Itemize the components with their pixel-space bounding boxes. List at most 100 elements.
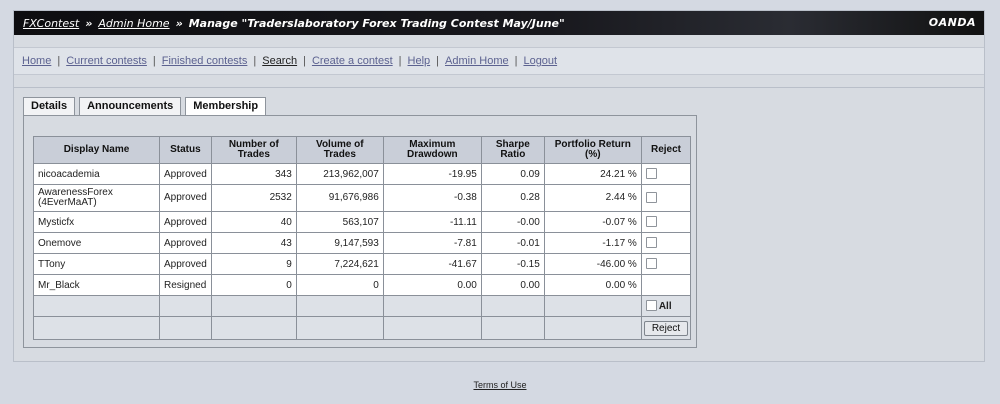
nav-current-contests[interactable]: Current contests	[66, 55, 147, 67]
col-reject: Reject	[640, 136, 692, 164]
tab-bar: Details Announcements Membership	[23, 97, 270, 116]
cell-trades: 43	[210, 232, 297, 254]
empty-cell	[382, 316, 482, 340]
nav-finished-contests[interactable]: Finished contests	[161, 55, 248, 67]
select-all-row: All	[33, 295, 692, 317]
select-all-checkbox[interactable]	[645, 300, 657, 312]
cell-return: -46.00 %	[543, 253, 642, 275]
content-area: Details Announcements Membership Display…	[14, 87, 984, 349]
cell-display-name: TTony	[33, 253, 160, 275]
empty-cell	[480, 295, 545, 317]
empty-cell	[210, 295, 297, 317]
cell-return: 2.44 %	[543, 184, 642, 212]
table-row: AwarenessForex (4EverMaAT) Approved 2532…	[33, 184, 692, 212]
breadcrumb-separator: »	[175, 16, 183, 30]
cell-sharpe: 0.28	[480, 184, 545, 212]
cell-volume: 9,147,593	[295, 232, 384, 254]
membership-panel: Display Name Status Number of Trades Vol…	[23, 115, 697, 348]
nav-help[interactable]: Help	[407, 55, 431, 67]
cell-volume: 91,676,986	[295, 184, 384, 212]
empty-cell	[543, 295, 642, 317]
cell-trades: 343	[210, 163, 297, 185]
reject-checkbox[interactable]	[645, 237, 657, 249]
action-row: Reject	[33, 316, 692, 340]
select-all-label: All	[658, 300, 672, 312]
nav-admin-home[interactable]: Admin Home	[445, 55, 509, 67]
breadcrumb-fxcontest[interactable]: FXContest	[23, 16, 80, 30]
empty-cell	[295, 295, 384, 317]
cell-drawdown: -0.38	[382, 184, 482, 212]
footer: Terms of Use	[0, 380, 1000, 390]
table-header-row: Display Name Status Number of Trades Vol…	[33, 136, 692, 164]
col-sharpe-ratio: Sharpe Ratio	[480, 136, 545, 164]
col-number-of-trades: Number of Trades	[210, 136, 297, 164]
reject-checkbox[interactable]	[645, 216, 657, 228]
cell-sharpe: 0.09	[480, 163, 545, 185]
cell-drawdown: 0.00	[382, 274, 482, 296]
cell-status: Resigned	[159, 274, 212, 296]
cell-reject	[640, 163, 692, 185]
nav-logout[interactable]: Logout	[523, 55, 558, 67]
tab-membership[interactable]: Membership	[185, 97, 267, 116]
col-maximum-drawdown: Maximum Drawdown	[382, 136, 482, 164]
nav-divider: |	[303, 55, 306, 67]
table-row: TTony Approved 9 7,224,621 -41.67 -0.15 …	[33, 253, 692, 275]
cell-volume: 563,107	[295, 211, 384, 233]
cell-reject	[640, 184, 692, 212]
cell-display-name: AwarenessForex (4EverMaAT)	[33, 184, 160, 212]
cell-display-name: Mr_Black	[33, 274, 160, 296]
tab-details[interactable]: Details	[23, 97, 76, 115]
cell-trades: 0	[210, 274, 297, 296]
nav-home[interactable]: Home	[22, 55, 52, 67]
brand-logo: OANDA	[928, 16, 976, 29]
cell-drawdown: -7.81	[382, 232, 482, 254]
empty-cell	[159, 316, 212, 340]
col-display-name: Display Name	[33, 136, 160, 164]
cell-trades: 40	[210, 211, 297, 233]
reject-checkbox[interactable]	[645, 192, 657, 204]
nav-search[interactable]: Search	[262, 55, 298, 67]
nav-create-contest[interactable]: Create a contest	[311, 55, 393, 67]
empty-cell	[33, 316, 160, 340]
reject-checkbox[interactable]	[645, 168, 657, 180]
nav-bar: Home | Current contests | Finished conte…	[14, 47, 984, 75]
nav-divider: |	[152, 55, 156, 67]
cell-reject	[640, 253, 692, 275]
terms-of-use-link[interactable]: Terms of Use	[473, 380, 527, 390]
cell-return: -1.17 %	[543, 232, 642, 254]
cell-volume: 0	[295, 274, 384, 296]
empty-cell	[210, 316, 297, 340]
empty-cell	[480, 316, 545, 340]
empty-cell	[382, 295, 482, 317]
empty-cell	[543, 316, 642, 340]
cell-status: Approved	[159, 253, 212, 275]
cell-status: Approved	[159, 211, 212, 233]
cell-status: Approved	[159, 163, 212, 185]
cell-return: 0.00 %	[543, 274, 642, 296]
select-all-cell: All	[640, 295, 692, 317]
empty-cell	[33, 295, 160, 317]
empty-cell	[295, 316, 384, 340]
nav-divider: |	[514, 55, 518, 67]
cell-status: Approved	[159, 232, 212, 254]
page-frame: FXContest » Admin Home » Manage "Traders…	[13, 10, 985, 362]
cell-drawdown: -11.11	[382, 211, 482, 233]
breadcrumb-admin-home[interactable]: Admin Home	[98, 16, 170, 30]
cell-trades: 2532	[210, 184, 297, 212]
tab-announcements[interactable]: Announcements	[79, 97, 182, 115]
table-row: Onemove Approved 43 9,147,593 -7.81 -0.0…	[33, 232, 692, 254]
cell-drawdown: -19.95	[382, 163, 482, 185]
membership-table: Display Name Status Number of Trades Vol…	[33, 136, 692, 340]
reject-checkbox[interactable]	[645, 258, 657, 270]
cell-reject	[640, 274, 692, 296]
reject-button[interactable]: Reject	[643, 320, 689, 336]
nav-divider: |	[398, 55, 402, 67]
cell-trades: 9	[210, 253, 297, 275]
table-row: Mr_Black Resigned 0 0 0.00 0.00 0.00 %	[33, 274, 692, 296]
cell-volume: 213,962,007	[295, 163, 384, 185]
cell-sharpe: -0.15	[480, 253, 545, 275]
cell-display-name: Onemove	[33, 232, 160, 254]
cell-reject	[640, 211, 692, 233]
cell-status: Approved	[159, 184, 212, 212]
table-row: Mysticfx Approved 40 563,107 -11.11 -0.0…	[33, 211, 692, 233]
